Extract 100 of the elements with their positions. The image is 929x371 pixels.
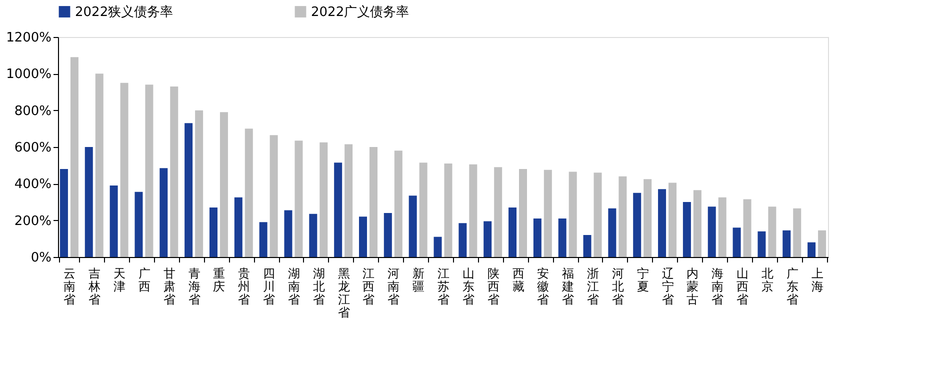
bar [294,140,303,257]
x-tick-label: 河南省 [388,266,400,306]
x-tick-label: 江苏省 [438,266,450,306]
bar [458,223,467,257]
y-tick-label: 1200% [6,30,52,46]
bar [234,197,242,257]
bar [110,186,118,257]
bar [658,189,666,257]
bar [618,176,627,257]
legend-label: 2022广义债务率 [311,4,410,20]
bar [394,150,402,257]
bar [170,86,178,257]
bar [444,164,452,257]
bar [568,172,577,257]
bar [309,214,318,257]
bar [469,164,478,257]
bar [160,168,168,257]
bar [508,208,517,257]
bar [668,182,677,257]
bar [682,202,691,257]
x-tick-label: 四川省 [263,266,276,306]
x-tick-label: 北京 [761,266,774,294]
bar [732,228,741,257]
bar [558,218,566,257]
x-tick-label: 安徽省 [537,266,550,306]
bar [768,206,776,257]
bar [708,206,716,257]
bar [334,162,342,257]
x-tick-label: 甘肃省 [163,266,176,306]
bar [369,147,378,257]
bar [284,210,292,257]
y-tick-label: 600% [14,140,52,156]
bar [419,162,428,257]
bar [195,110,204,257]
bar [633,192,642,257]
bar [84,147,93,257]
bar [70,57,78,257]
x-tick-label: 陕西省 [487,266,500,306]
legend-label: 2022狭义债务率 [75,4,174,20]
bar [644,179,652,257]
x-tick-label: 上海 [811,266,824,294]
x-tick-label: 山东省 [462,266,474,306]
bar [782,230,791,257]
bar [95,74,104,257]
bar [608,208,616,257]
bar [519,169,528,257]
x-tick-label: 新疆 [412,266,425,294]
bar [60,169,68,257]
x-tick-label: 辽宁省 [662,266,674,306]
bar [718,197,726,257]
x-tick-label: 江西省 [362,266,375,306]
bar [259,222,268,257]
bar [693,190,702,257]
bar [344,144,353,257]
bar [209,208,218,257]
x-tick-label: 吉林省 [88,266,101,306]
x-tick-label: 重庆 [213,266,226,294]
bar [270,135,278,257]
y-tick-label: 0% [30,250,52,266]
x-tick-label: 贵州省 [238,266,250,306]
y-tick-label: 800% [14,104,52,119]
bar [434,236,442,257]
bar [408,196,417,257]
x-tick-label: 河北省 [612,266,624,306]
bar [134,192,143,257]
bar [544,170,552,257]
bar [484,221,492,257]
bar [758,231,766,257]
y-tick-label: 1000% [6,67,52,82]
bar [818,230,826,257]
x-tick-label: 云南省 [64,266,76,306]
x-tick-label: 天津 [114,266,126,294]
bar [244,128,253,257]
bar [120,82,128,257]
bar [494,167,502,257]
bar [594,172,602,257]
x-tick-label: 广西 [138,266,150,294]
x-tick-label: 内蒙古 [686,266,699,306]
x-tick-label: 山西省 [736,266,749,306]
y-tick-label: 200% [14,214,52,229]
bar [583,235,592,257]
bar [145,84,154,257]
bar [184,123,193,257]
y-tick-label: 400% [14,177,52,192]
bar [533,218,542,257]
x-tick-label: 青海省 [188,266,200,306]
bar [358,216,367,257]
x-tick-label: 湖北省 [312,266,325,306]
bar [743,199,752,257]
x-tick-label: 西藏 [512,266,524,294]
bar [320,142,328,257]
x-tick-label: 宁夏 [636,266,649,294]
x-tick-label: 湖南省 [288,266,300,306]
x-tick-label: 福建省 [561,266,574,306]
bar [793,208,802,257]
x-tick-label: 广东省 [786,266,798,306]
bar [808,242,816,257]
bar [384,213,392,257]
x-tick-label: 黑龙江省 [338,266,350,320]
bar [220,112,228,257]
